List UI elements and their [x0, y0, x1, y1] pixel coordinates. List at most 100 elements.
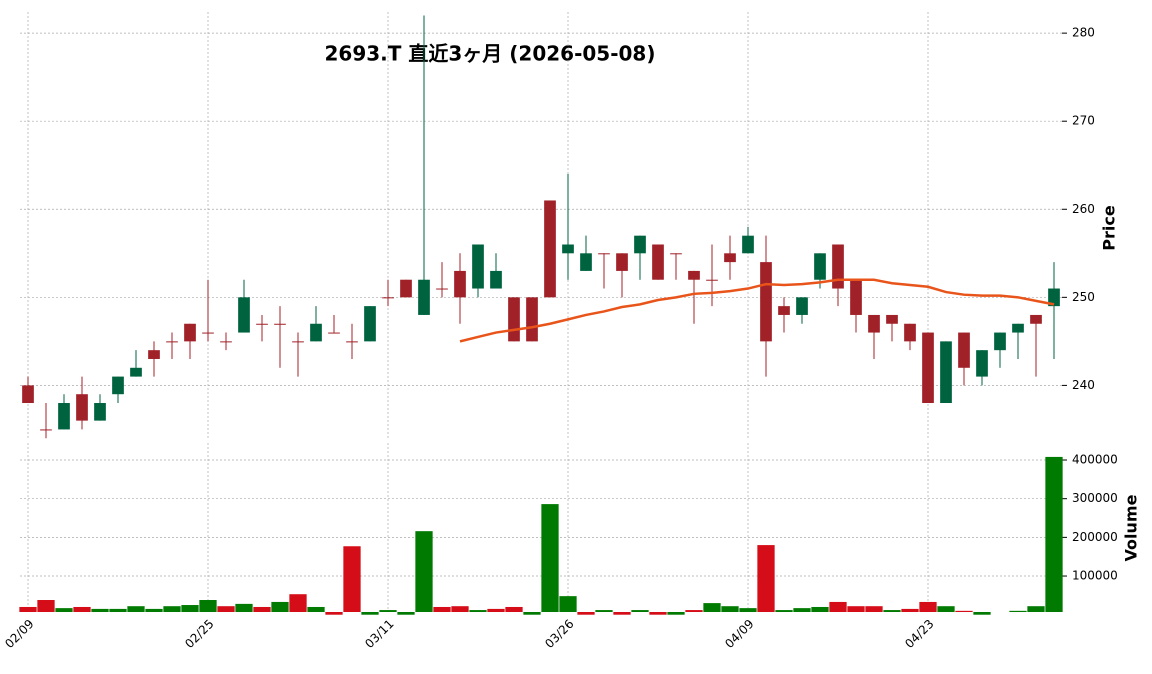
- volume-bar: [199, 600, 217, 612]
- candle-body: [382, 297, 394, 299]
- y-tick-label: 270: [1072, 114, 1095, 128]
- volume-bar: [343, 546, 361, 612]
- candle-body: [130, 367, 142, 377]
- candle-body: [724, 253, 736, 263]
- candle-body: [310, 323, 322, 342]
- x-tick-label: 04/23: [902, 617, 936, 651]
- volume-bar: [703, 603, 721, 612]
- candle-body: [976, 350, 988, 377]
- volume-bar: [487, 608, 505, 612]
- volume-bar: [631, 610, 649, 612]
- candle-body: [544, 200, 556, 298]
- volume-bar: [793, 608, 811, 612]
- volume-bar: [523, 612, 541, 615]
- candle-body: [922, 332, 934, 404]
- y-tick-label: 100000: [1072, 569, 1118, 583]
- candle-body: [94, 403, 106, 421]
- candle-body: [1030, 314, 1042, 324]
- volume-bar: [451, 606, 469, 612]
- volume-bar: [721, 606, 739, 612]
- candle-body: [220, 341, 232, 343]
- x-tick-label: 03/11: [362, 617, 396, 651]
- candle-body: [616, 253, 628, 271]
- candle-body: [112, 376, 124, 395]
- volume-bar: [271, 601, 289, 612]
- volume-bar: [541, 504, 559, 612]
- candle-body: [436, 288, 448, 290]
- volume-bar: [91, 608, 109, 612]
- candle-body: [148, 350, 160, 359]
- candle-body: [364, 306, 376, 342]
- volume-bar: [361, 612, 379, 615]
- volume-bar: [739, 608, 757, 612]
- volume-bar: [109, 608, 127, 612]
- candle-body: [454, 270, 466, 298]
- y-tick-label: 280: [1072, 26, 1095, 40]
- candle-body: [760, 262, 772, 342]
- volume-bar: [1009, 610, 1027, 612]
- y-tick-label: 240: [1072, 378, 1095, 392]
- candle-body: [328, 332, 340, 334]
- volume-bar: [757, 545, 775, 612]
- candle-body: [1012, 323, 1024, 333]
- candle-body: [76, 394, 88, 421]
- volume-bar: [55, 608, 73, 612]
- x-tick-label: 02/09: [2, 617, 36, 651]
- volume-bar: [397, 612, 415, 615]
- volume-bar: [613, 612, 631, 615]
- candle-body: [886, 314, 898, 324]
- volume-bar: [235, 603, 253, 612]
- x-tick-label: 02/25: [182, 617, 216, 651]
- volume-bar: [865, 606, 883, 612]
- volume-bar: [307, 606, 325, 612]
- candle-body: [814, 253, 826, 280]
- volume-bar: [847, 606, 865, 612]
- volume-bar: [217, 606, 235, 612]
- y-tick-label: 250: [1072, 290, 1095, 304]
- volume-bar: [955, 610, 973, 612]
- candle-body: [274, 323, 286, 325]
- candle-body: [940, 341, 952, 404]
- candle-body: [400, 279, 412, 298]
- candle-body: [22, 385, 34, 404]
- candle-body: [256, 323, 268, 325]
- candle-body: [580, 253, 592, 271]
- candle-body: [634, 235, 646, 254]
- volume-bar: [379, 610, 397, 612]
- y-tick-label: 300000: [1072, 491, 1118, 505]
- volume-bar: [181, 605, 199, 612]
- candle-body: [994, 332, 1006, 351]
- volume-bar: [415, 531, 433, 612]
- candle-body: [670, 253, 682, 255]
- volume-bar: [505, 606, 523, 612]
- volume-bar: [1027, 606, 1045, 612]
- candle-body: [508, 297, 520, 342]
- candle-body: [868, 314, 880, 333]
- volume-bar: [559, 596, 577, 612]
- volume-bar: [163, 606, 181, 612]
- volume-bar: [145, 608, 163, 612]
- volume-bar: [973, 612, 991, 615]
- y-axis-label: Volume: [1122, 494, 1141, 561]
- x-tick-label: 04/09: [722, 617, 756, 651]
- candle-body: [58, 403, 70, 430]
- volume-bar: [577, 612, 595, 615]
- candle-body: [796, 297, 808, 315]
- volume-bar: [829, 601, 847, 612]
- x-tick-label: 03/26: [542, 617, 576, 651]
- candle-body: [418, 279, 430, 315]
- candle-body: [706, 279, 718, 281]
- candle-body: [40, 429, 52, 431]
- candle-body: [904, 323, 916, 342]
- volume-bar: [37, 600, 55, 612]
- volume-bar: [289, 594, 307, 612]
- volume-bar: [19, 606, 37, 612]
- candle-body: [742, 235, 754, 254]
- candle-body: [652, 244, 664, 280]
- volume-bar: [811, 606, 829, 612]
- volume-bar: [937, 606, 955, 612]
- candle-body: [490, 270, 502, 289]
- candle-body: [184, 323, 196, 342]
- candle-body: [688, 270, 700, 280]
